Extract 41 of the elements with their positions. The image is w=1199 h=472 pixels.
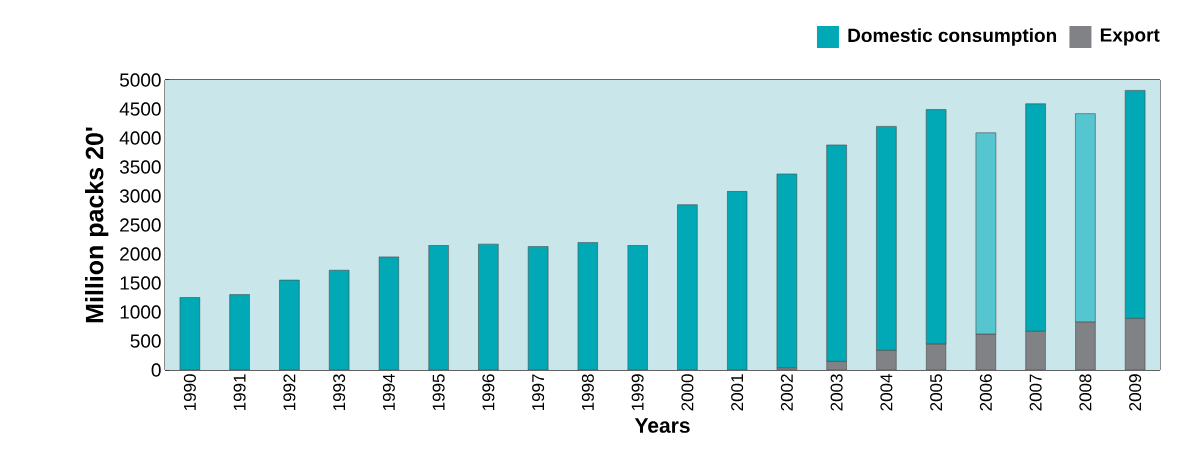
x-tick-label: 1991 <box>233 374 246 411</box>
x-tick-label: 1992 <box>283 374 296 411</box>
x-tick-label: 2008 <box>1079 374 1092 411</box>
y-tick-label: 2500 <box>120 218 161 232</box>
x-tick-label: 2007 <box>1029 374 1042 411</box>
y-tick-label: 5000 <box>119 73 161 87</box>
x-tick-label: 2009 <box>1129 374 1142 411</box>
x-tick-label: 2004 <box>880 374 893 411</box>
x-tick-label: 2002 <box>780 374 793 411</box>
y-tick-label: 1000 <box>120 305 161 319</box>
bar <box>726 191 748 370</box>
x-tick-label: 2005 <box>930 374 943 411</box>
y-tick-label: 1500 <box>120 276 161 290</box>
x-tick-label: 1998 <box>581 374 594 411</box>
x-tick-label: 1994 <box>382 374 395 411</box>
legend-label: Export <box>1100 28 1160 46</box>
y-tick-label: 4500 <box>119 102 161 116</box>
x-tick-label: 1997 <box>532 374 545 411</box>
x-axis-title: Years <box>634 418 690 433</box>
y-tick-label: 0 <box>151 363 161 377</box>
bar <box>577 242 599 370</box>
x-tick-label: 1993 <box>333 374 346 411</box>
bar <box>378 256 400 370</box>
y-tick-label: 3500 <box>119 160 161 174</box>
x-tick-label: 2000 <box>681 374 694 411</box>
x-tick-label: 1990 <box>183 374 196 411</box>
legend-label: Domestic consumption <box>848 28 1057 46</box>
bar <box>776 173 798 368</box>
y-tick-label: 2000 <box>120 247 161 261</box>
y-axis-title: Million packs 20' <box>85 127 109 323</box>
y-tick-label: 4000 <box>119 131 161 145</box>
x-tick-label: 2003 <box>830 374 843 411</box>
x-tick-label: 2006 <box>979 374 992 411</box>
y-tick-label: 3000 <box>119 189 161 203</box>
x-tick-label: 1999 <box>631 374 644 411</box>
bar <box>229 294 250 370</box>
x-tick-label: 2001 <box>731 374 744 411</box>
x-tick-label: 1996 <box>482 374 495 411</box>
y-tick-label: 500 <box>130 334 161 348</box>
bar <box>627 245 648 370</box>
x-tick-label: 1995 <box>432 374 445 411</box>
